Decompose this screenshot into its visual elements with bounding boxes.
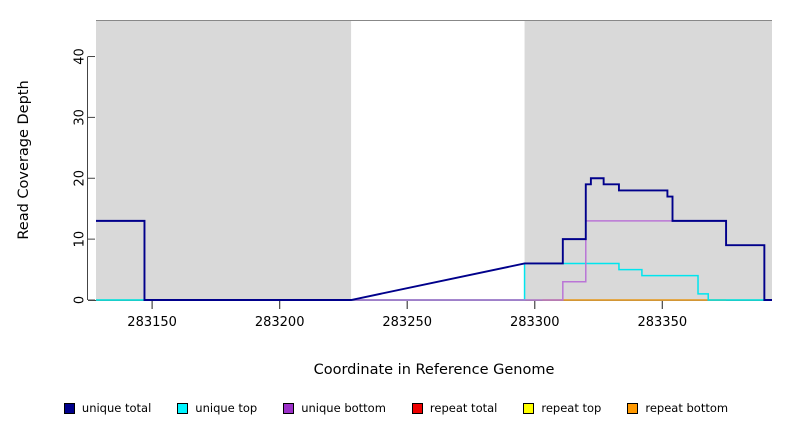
x-axis-title: Coordinate in Reference Genome bbox=[314, 362, 555, 378]
x-tick-label: 283150 bbox=[127, 315, 177, 330]
legend-item-unique-top[interactable]: unique top bbox=[177, 401, 257, 415]
repeat-shading-left bbox=[96, 20, 352, 300]
square-swatch-icon bbox=[177, 402, 189, 414]
legend-item-repeat-total[interactable]: repeat total bbox=[411, 401, 498, 415]
y-tick-label: 40 bbox=[73, 48, 88, 65]
square-swatch-icon bbox=[63, 402, 75, 414]
legend-item-label: repeat total bbox=[429, 401, 498, 415]
square-swatch-icon bbox=[523, 402, 535, 414]
legend-item-label: unique total bbox=[81, 401, 152, 415]
y-axis-title: Read Coverage Depth bbox=[16, 80, 32, 239]
y-tick-label: 10 bbox=[73, 231, 88, 248]
legend-item-label: unique top bbox=[195, 401, 258, 415]
legend-item-unique-total[interactable]: unique total bbox=[63, 401, 152, 415]
legend-item-label: repeat bottom bbox=[645, 401, 729, 415]
legend-item-unique-bottom[interactable]: unique bottom bbox=[283, 401, 386, 415]
repeat-shading-right bbox=[524, 20, 772, 300]
x-tick-label: 283300 bbox=[510, 315, 560, 330]
square-swatch-icon bbox=[627, 402, 639, 414]
square-swatch-icon bbox=[283, 402, 295, 414]
y-tick-label: 20 bbox=[73, 170, 88, 187]
y-tick-label: 0 bbox=[73, 296, 88, 304]
square-swatch-icon bbox=[411, 402, 423, 414]
x-tick-label: 283250 bbox=[382, 315, 432, 330]
legend-item-label: unique bottom bbox=[301, 401, 386, 415]
x-tick-label: 283200 bbox=[255, 315, 305, 330]
x-tick-label: 283350 bbox=[637, 315, 687, 330]
series-unique-total bbox=[96, 177, 772, 301]
y-tick-label: 30 bbox=[73, 109, 88, 126]
legend-item-label: repeat top bbox=[541, 401, 602, 415]
legend-item-repeat-bottom[interactable]: repeat bottom bbox=[627, 401, 728, 415]
chart-legend: unique total unique top unique bottom repea… bbox=[0, 396, 792, 420]
legend-item-repeat-top[interactable]: repeat top bbox=[523, 401, 601, 415]
